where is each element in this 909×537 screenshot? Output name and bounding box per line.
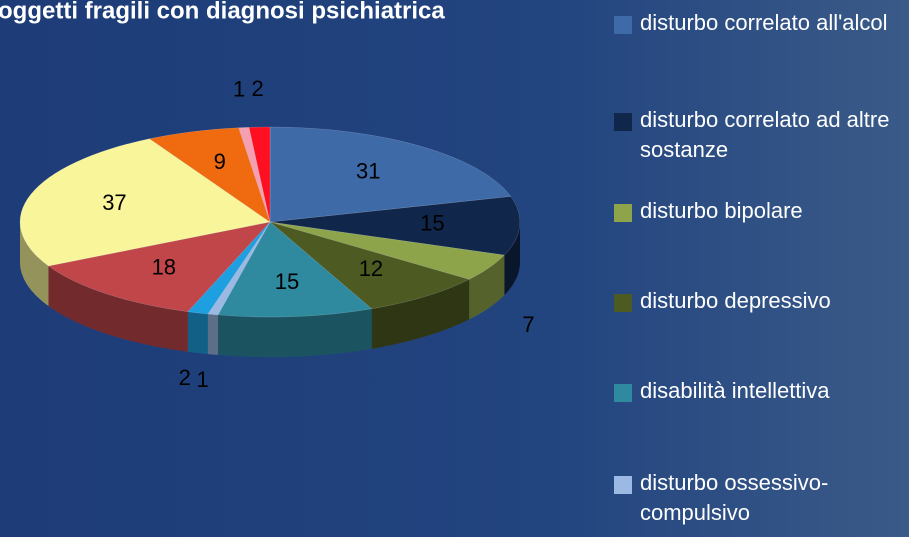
legend-swatch — [614, 16, 632, 34]
legend-item: disturbo correlato all'alcol — [612, 8, 902, 38]
slice — [269, 221, 470, 310]
legend-item: disturbo depressivo — [612, 286, 902, 316]
slice — [19, 138, 271, 267]
slice-side-shade — [48, 266, 188, 352]
legend-swatch — [614, 476, 632, 494]
slice-side-shade — [187, 311, 208, 355]
slice-side-shade — [371, 279, 470, 349]
slice-side-shade — [504, 222, 520, 296]
legend-swatch — [614, 113, 632, 131]
slice-side — [207, 314, 219, 355]
legend-item: disturbo correlato ad altre sostanze — [612, 105, 902, 165]
slice — [47, 221, 271, 312]
slice-side — [469, 255, 505, 320]
slice — [207, 221, 271, 316]
data-label: 18 — [152, 255, 176, 280]
slice-side — [371, 279, 470, 349]
chart-title: oggetti fragili con diagnosi psichiatric… — [0, 0, 445, 24]
slice — [269, 196, 521, 256]
legend-label: disturbo correlato ad altre sostanze — [640, 107, 890, 162]
slice-side-shade — [207, 314, 219, 355]
slice-side — [218, 308, 372, 357]
slice — [187, 221, 271, 315]
legend-swatch — [614, 294, 632, 312]
slice-side — [20, 222, 49, 307]
data-label: 1 — [197, 367, 209, 392]
legend-swatch — [614, 204, 632, 222]
slice-side-shade — [469, 255, 505, 320]
legend-item: disturbo ossessivo-compulsivo — [612, 468, 902, 528]
slice — [269, 126, 512, 223]
slice-side-shade — [218, 308, 372, 357]
legend-label: disabilità intellettiva — [640, 378, 830, 403]
legend-label: disturbo depressivo — [640, 288, 831, 313]
data-label: 15 — [275, 269, 299, 294]
legend-label: disturbo bipolare — [640, 198, 803, 223]
legend-item: disturbo bipolare — [612, 196, 902, 226]
legend-item: disabilità intellettiva — [612, 376, 902, 406]
slice-side — [504, 222, 520, 296]
data-label: 12 — [359, 256, 383, 281]
data-label: 9 — [214, 149, 226, 174]
slice — [148, 127, 271, 223]
data-label: 7 — [522, 312, 534, 337]
slice — [248, 126, 271, 223]
slice-side — [48, 266, 188, 352]
data-label: 15 — [420, 210, 444, 235]
data-label: 2 — [179, 365, 191, 390]
slice — [217, 221, 373, 318]
slice — [269, 221, 505, 280]
legend-label: disturbo ossessivo-compulsivo — [640, 470, 829, 525]
legend-label: disturbo correlato all'alcol — [640, 10, 888, 35]
data-label: 1 — [233, 76, 245, 101]
slice-side-shade — [20, 222, 49, 307]
data-label: 2 — [252, 76, 264, 101]
slice — [238, 127, 271, 223]
legend-swatch — [614, 384, 632, 402]
data-label: 37 — [102, 190, 126, 215]
data-label: 31 — [356, 159, 380, 184]
slice-side — [187, 311, 208, 355]
